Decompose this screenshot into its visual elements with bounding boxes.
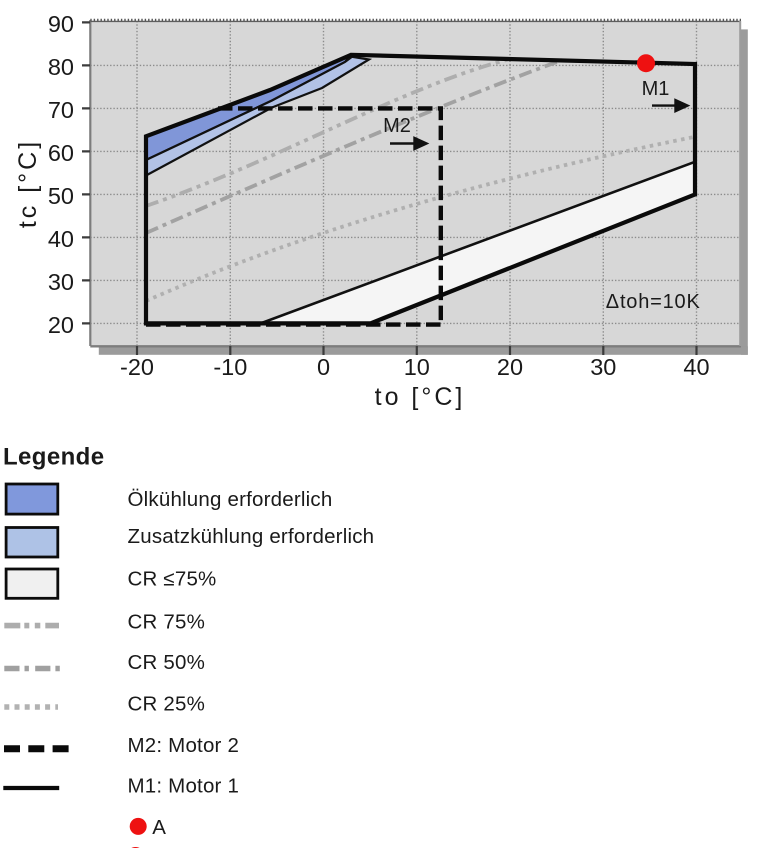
svg-text:30: 30 [48, 269, 74, 295]
svg-text:M2: M2 [383, 115, 411, 137]
svg-text:60: 60 [48, 140, 74, 166]
svg-text:CR 50%: CR 50% [128, 651, 206, 674]
svg-text:20: 20 [48, 312, 74, 338]
svg-text:to [°C]: to [°C] [375, 383, 466, 411]
svg-text:CR ≤75%: CR ≤75% [128, 567, 217, 590]
svg-text:M1: Motor 1: M1: Motor 1 [128, 775, 240, 798]
svg-text:-10: -10 [213, 354, 247, 380]
svg-text:70: 70 [48, 97, 74, 123]
svg-text:90: 90 [48, 11, 74, 37]
svg-text:0: 0 [317, 354, 330, 380]
svg-text:M2: Motor 2: M2: Motor 2 [128, 734, 240, 757]
svg-text:M1: M1 [642, 78, 670, 100]
svg-text:10: 10 [404, 354, 430, 380]
svg-text:Δtoh=10K: Δtoh=10K [606, 291, 701, 313]
svg-text:CR 25%: CR 25% [128, 693, 206, 716]
svg-text:A: A [152, 816, 166, 839]
svg-text:40: 40 [48, 226, 74, 252]
svg-text:Legende: Legende [3, 444, 104, 471]
svg-text:30: 30 [590, 354, 616, 380]
svg-text:CR 75%: CR 75% [128, 611, 206, 634]
svg-text:-20: -20 [120, 354, 154, 380]
svg-text:20: 20 [497, 354, 523, 380]
svg-text:80: 80 [48, 54, 74, 80]
svg-text:Zusatzkühlung erforderlich: Zusatzkühlung erforderlich [128, 525, 375, 548]
svg-text:40: 40 [683, 354, 709, 380]
svg-text:tc [°C]: tc [°C] [14, 139, 42, 228]
svg-text:Ölkühlung erforderlich: Ölkühlung erforderlich [128, 488, 333, 511]
svg-text:50: 50 [48, 183, 74, 209]
